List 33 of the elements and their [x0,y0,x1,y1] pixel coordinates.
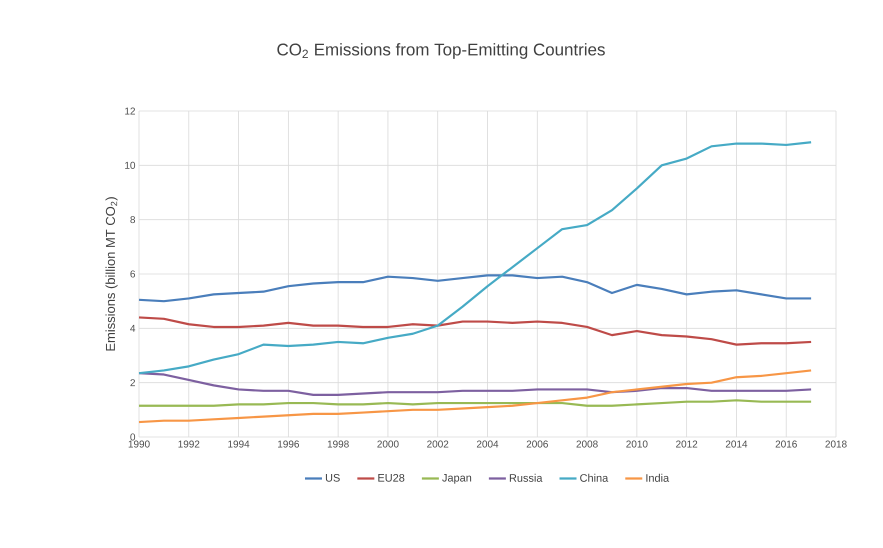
x-tick-label: 2016 [776,440,797,448]
y-tick-label: 10 [125,162,136,169]
x-tick-label: 2002 [427,440,448,448]
line-series [138,316,812,346]
x-tick-label: 2010 [626,440,648,448]
x-tick-label: 2018 [825,440,847,448]
x-tick-label: 1996 [278,440,300,448]
legend-label: Japan [442,474,472,484]
x-tick-label: 1990 [128,440,150,448]
y-tick-label: 4 [130,324,136,332]
x-tick-label: 1998 [328,440,349,448]
chart-title: CO$_{2}$ Emissions from Top-Emitting Countries [277,43,605,59]
y-tick-label: 2 [130,379,135,386]
x-tick-label: 1992 [178,440,200,448]
x-tick-label: 2006 [526,440,548,448]
x-tick-label: 2000 [377,440,399,448]
legend-label: US [326,474,340,482]
y-tick-label: 8 [130,216,136,224]
x-tick-label: 2004 [476,440,498,448]
y-tick-label: 12 [125,108,135,114]
x-tick-label: 2014 [726,440,748,448]
y-axis-title: Emissions (billion MT CO$_{2}$) [105,197,118,351]
legend-label: Russia [510,474,542,482]
x-tick-label: 2012 [676,440,698,448]
y-tick-label: 0 [130,433,136,441]
x-tick-label: 2008 [576,440,598,448]
line-series [138,274,812,302]
legend-label: EU28 [378,474,404,482]
legend-label: China [580,474,608,482]
line-series [138,141,812,374]
legend-label: India [646,474,670,482]
y-tick-label: 6 [130,270,136,278]
x-tick-label: 1994 [228,440,250,448]
